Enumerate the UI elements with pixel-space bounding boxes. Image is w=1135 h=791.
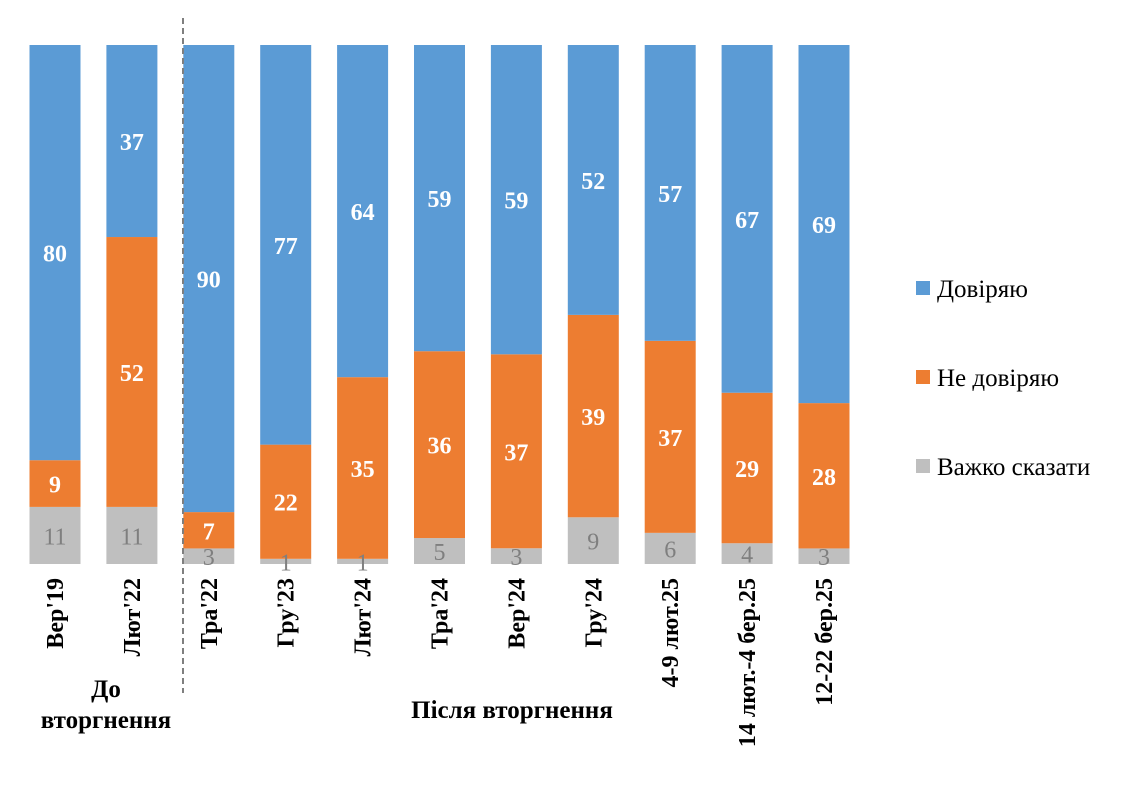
bar-segment-довіряю-1 — [106, 45, 158, 238]
bar-segment-важко-сказати-5 — [414, 538, 465, 564]
bar-segment-довіряю-0 — [29, 45, 81, 461]
category-label-10: 12-22 бер.25 — [812, 578, 838, 706]
category-label-5: Тра'24 — [428, 578, 454, 649]
bar-segment-важко-сказати-9 — [721, 543, 773, 564]
category-label-6: Вер'24 — [504, 578, 530, 649]
value-label-довіряю-5: 59 — [428, 187, 452, 213]
value-label-не-довіряю-10: 28 — [812, 465, 836, 491]
bar-segment-не-довіряю-3 — [260, 444, 312, 559]
category-label-4: Лют'24 — [351, 578, 377, 656]
value-label-довіряю-2: 90 — [197, 268, 221, 294]
category-label-9: 14 лют.-4 бер.25 — [735, 578, 761, 747]
bars-layer — [29, 45, 850, 564]
bar-segment-важко-сказати-3 — [260, 558, 312, 564]
bar-segment-не-довіряю-6 — [490, 354, 542, 549]
value-label-довіряю-4: 64 — [351, 200, 375, 226]
value-label-не-довіряю-6: 37 — [504, 440, 528, 466]
bar-segment-важко-сказати-7 — [567, 517, 619, 564]
bar-segment-важко-сказати-6 — [490, 548, 542, 564]
value-label-не-довіряю-8: 37 — [658, 426, 682, 452]
legend-swatch-не-довіряю — [916, 370, 930, 384]
group-label-before-line2: вторгнення — [41, 707, 171, 734]
value-label-довіряю-1: 37 — [120, 130, 144, 156]
legend-label-важко-сказати: Важко сказати — [937, 454, 1090, 481]
value-label-довіряю-6: 59 — [504, 189, 528, 215]
value-label-не-довіряю-5: 36 — [428, 434, 452, 460]
bar-segment-важко-сказати-2 — [183, 548, 235, 564]
bar-segment-не-довіряю-5 — [414, 351, 465, 539]
bar-segment-довіряю-7 — [567, 45, 619, 315]
bar-segment-не-довіряю-8 — [644, 340, 696, 533]
legend-swatch-довіряю — [916, 281, 930, 295]
value-label-важко-сказати-1: 11 — [120, 524, 143, 550]
legend-label-не-довіряю: Не довіряю — [937, 365, 1059, 392]
group-label-before-line1: До — [91, 676, 121, 703]
category-label-3: Гру'23 — [274, 578, 300, 647]
bar-segment-довіряю-3 — [260, 45, 312, 445]
bar-segment-довіряю-9 — [721, 45, 773, 393]
bar-segment-важко-сказати-1 — [106, 506, 158, 564]
bar-segment-довіряю-4 — [337, 45, 389, 378]
value-labels-layer: 1198011523737901227713564536593375993952… — [43, 130, 836, 576]
value-label-довіряю-3: 77 — [274, 234, 298, 260]
value-label-важко-сказати-6: 3 — [510, 545, 522, 571]
value-label-не-довіряю-7: 39 — [581, 405, 605, 431]
bar-segment-не-довіряю-2 — [183, 512, 235, 549]
value-label-важко-сказати-8: 6 — [664, 537, 676, 563]
value-label-важко-сказати-4: 1 — [357, 550, 369, 576]
value-label-не-довіряю-9: 29 — [735, 457, 759, 483]
bar-segment-важко-сказати-4 — [337, 558, 389, 564]
bar-segment-не-довіряю-10 — [798, 403, 850, 549]
bar-segment-не-довіряю-7 — [567, 314, 619, 518]
value-label-довіряю-9: 67 — [735, 208, 759, 234]
value-label-важко-сказати-2: 3 — [203, 545, 215, 571]
bar-segment-важко-сказати-0 — [29, 506, 81, 564]
value-label-важко-сказати-7: 9 — [587, 530, 599, 556]
bar-segment-не-довіряю-0 — [29, 460, 81, 507]
bar-segment-важко-сказати-10 — [798, 548, 850, 564]
value-label-важко-сказати-10: 3 — [818, 545, 830, 571]
group-label-after: Після вторгнення — [411, 697, 613, 724]
value-label-важко-сказати-9: 4 — [741, 543, 753, 569]
value-label-важко-сказати-0: 11 — [43, 524, 66, 550]
category-labels-layer: Вер'19 Лют'22 Тра'22 Гру'23 Лют'24 Тра'24 Вер'… — [43, 578, 838, 747]
value-label-важко-сказати-5: 5 — [434, 540, 446, 566]
value-label-довіряю-7: 52 — [581, 169, 605, 195]
value-label-не-довіряю-1: 52 — [120, 361, 144, 387]
bar-segment-не-довіряю-1 — [106, 237, 158, 507]
value-label-не-довіряю-2: 7 — [203, 519, 215, 545]
legend-swatch-важко-сказати — [916, 459, 930, 473]
category-label-0: Вер'19 — [43, 578, 69, 649]
legend: Довіряю Не довіряю Важко сказати — [916, 276, 1090, 481]
legend-label-довіряю: Довіряю — [937, 276, 1028, 303]
category-label-1: Лют'22 — [120, 578, 146, 656]
bar-segment-не-довіряю-4 — [337, 377, 389, 559]
bar-segment-не-довіряю-9 — [721, 392, 773, 544]
category-label-7: Гру'24 — [581, 578, 607, 647]
bar-segment-довіряю-10 — [798, 45, 850, 404]
value-label-не-довіряю-0: 9 — [49, 473, 61, 499]
value-label-довіряю-10: 69 — [812, 213, 836, 239]
value-label-довіряю-0: 80 — [43, 242, 67, 268]
value-label-важко-сказати-3: 1 — [280, 550, 292, 576]
value-label-не-довіряю-3: 22 — [274, 491, 298, 517]
bar-segment-довіряю-2 — [183, 45, 235, 513]
category-label-8: 4-9 лют.25 — [658, 578, 684, 687]
category-label-2: Тра'22 — [197, 578, 223, 649]
bar-segment-довіряю-8 — [644, 45, 696, 341]
value-label-довіряю-8: 57 — [658, 182, 682, 208]
bar-segment-важко-сказати-8 — [644, 532, 696, 564]
bar-segment-довіряю-6 — [490, 45, 542, 355]
bar-segment-довіряю-5 — [414, 45, 465, 352]
value-label-не-довіряю-4: 35 — [351, 457, 375, 483]
